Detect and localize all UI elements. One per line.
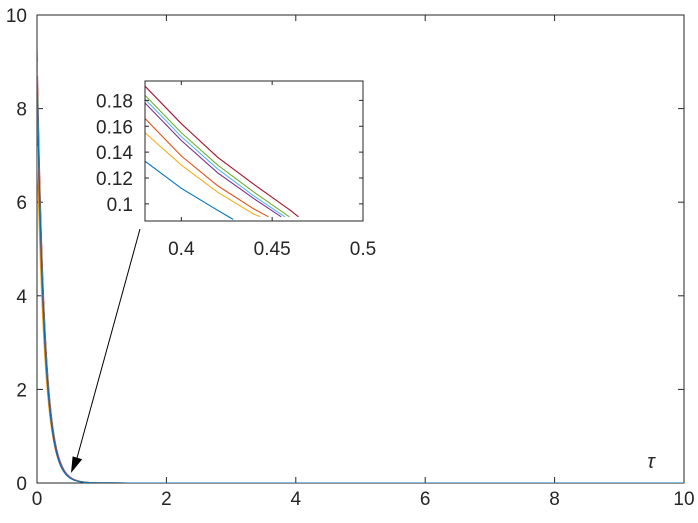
inset-series-line-4 [145, 102, 282, 218]
x-axis-label: τ [647, 451, 656, 473]
inset-x-tick-label: 0.5 [350, 239, 376, 260]
main-x-tick-label: 4 [291, 489, 302, 510]
inset-y-tick-label: 0.12 [96, 169, 133, 190]
main-x-tick-label: 8 [549, 489, 560, 510]
inset-x-tick-labels: 0.4 0.45 0.5 [168, 239, 376, 260]
inset-background [145, 81, 363, 221]
inset-series-line-6 [145, 118, 269, 218]
inset-y-tick-label: 0.16 [96, 117, 133, 138]
main-x-tick-label: 10 [673, 489, 694, 510]
main-y-tick-label: 6 [16, 193, 27, 214]
main-x-tick-labels: 0 2 4 6 8 10 [32, 489, 695, 510]
main-series-lines [37, 47, 684, 483]
zoom-arrow-line [76, 228, 141, 459]
zoom-arrow-head [71, 456, 83, 473]
main-y-tick-label: 0 [16, 474, 27, 495]
main-tick-marks [36, 14, 685, 484]
main-x-tick-label: 2 [161, 489, 172, 510]
main-series-line-7 [37, 75, 684, 483]
inset-tick-marks [145, 81, 364, 221]
inset-y-tick-label: 0.14 [96, 143, 133, 164]
inset-series-line-1 [145, 85, 299, 218]
main-y-tick-labels: 0 2 4 6 8 10 [6, 6, 28, 495]
inset-series-line-5 [145, 132, 261, 218]
main-x-tick-label: 6 [420, 489, 431, 510]
main-y-tick-label: 10 [6, 6, 27, 27]
main-y-tick-label: 4 [16, 287, 27, 308]
zoom-arrow [71, 228, 141, 473]
inset-series-lines [145, 85, 299, 220]
inset-plot-area: 0.4 0.45 0.5 0.1 0.12 0.14 0.16 0.18 [96, 80, 376, 260]
inset-series-line-7 [145, 160, 234, 220]
inset-series-line-3 [145, 98, 286, 218]
main-y-tick-label: 8 [16, 100, 27, 121]
main-y-tick-label: 2 [16, 380, 27, 401]
inset-x-tick-label: 0.4 [168, 239, 195, 260]
inset-y-tick-label: 0.18 [96, 91, 133, 112]
main-plot-area: 0 2 4 6 8 10 0 2 4 6 8 10 τ [6, 6, 695, 510]
inset-y-tick-labels: 0.1 0.12 0.14 0.16 0.18 [96, 91, 133, 215]
inset-series-line-2 [145, 94, 290, 218]
inset-x-tick-label: 0.45 [254, 239, 291, 260]
inset-y-tick-label: 0.1 [107, 195, 133, 216]
main-x-tick-label: 0 [32, 489, 43, 510]
inset-axes-box [144, 80, 364, 222]
